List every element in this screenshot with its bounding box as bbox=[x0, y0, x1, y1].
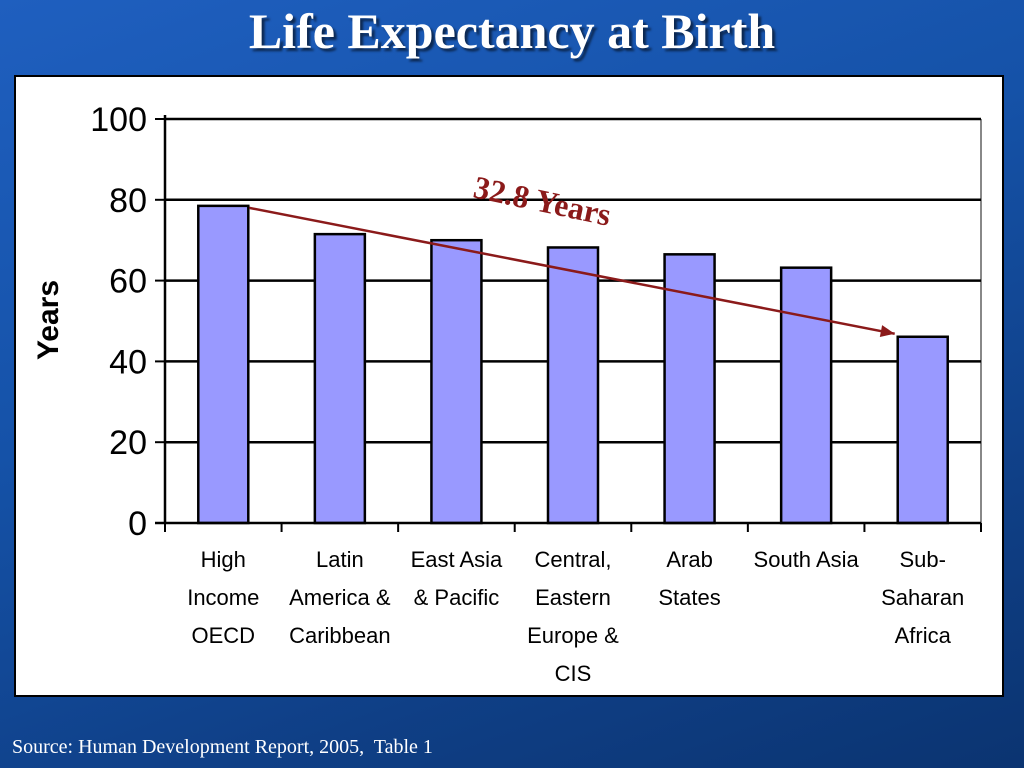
x-category-line: Central, bbox=[534, 547, 611, 572]
annotation-arrow-head bbox=[879, 325, 895, 337]
bar bbox=[430, 238, 483, 525]
bar bbox=[546, 246, 600, 525]
x-category-line: Eastern bbox=[535, 585, 611, 610]
x-category-labels: High Income OECD Latin America & Caribbean Eas… bbox=[187, 547, 964, 686]
bars bbox=[197, 204, 949, 525]
x-category-label: Central, Eastern Europe & CIS bbox=[527, 547, 619, 686]
x-category-line: Arab bbox=[666, 547, 712, 572]
x-category-label: East Asia & Pacific bbox=[411, 547, 503, 610]
x-category-line: Sub- bbox=[899, 547, 945, 572]
x-category-line: States bbox=[658, 585, 720, 610]
x-category-line: Africa bbox=[895, 623, 952, 648]
x-category-line: OECD bbox=[192, 623, 256, 648]
source-note: Source: Human Development Report, 2005, … bbox=[12, 736, 433, 758]
bar bbox=[779, 266, 833, 525]
axes bbox=[155, 115, 982, 532]
bar bbox=[313, 232, 367, 525]
x-category-line: South Asia bbox=[754, 547, 860, 572]
bar bbox=[197, 204, 250, 525]
y-tick-label: 20 bbox=[109, 424, 147, 462]
x-category-line: Latin bbox=[316, 547, 364, 572]
annotation-arrow-line bbox=[249, 206, 895, 335]
x-category-line: America & bbox=[289, 585, 391, 610]
bar bbox=[896, 335, 949, 525]
x-category-line: CIS bbox=[555, 661, 592, 686]
x-category-line: Income bbox=[187, 585, 259, 610]
x-category-line: Saharan bbox=[881, 585, 964, 610]
y-tick-label: 80 bbox=[109, 182, 147, 220]
x-category-label: High Income OECD bbox=[187, 547, 259, 648]
bar-chart: 0 20 40 60 80 100 High Income OECD Latin America … bbox=[32, 101, 982, 686]
x-category-line: Europe & bbox=[527, 623, 619, 648]
y-tick-label: 100 bbox=[90, 101, 147, 139]
slide-title: Life Expectancy at Birth bbox=[248, 3, 776, 59]
x-category-label: Sub- Saharan Africa bbox=[881, 547, 964, 648]
x-category-line: High bbox=[201, 547, 246, 572]
y-tick-label: 40 bbox=[109, 343, 147, 381]
y-tick-label: 0 bbox=[128, 505, 147, 543]
x-category-line: & Pacific bbox=[414, 585, 500, 610]
x-category-label: South Asia bbox=[754, 547, 860, 572]
x-category-line: East Asia bbox=[411, 547, 503, 572]
x-category-label: Arab States bbox=[658, 547, 720, 610]
x-category-line: Caribbean bbox=[289, 623, 391, 648]
y-tick-labels: 0 20 40 60 80 100 bbox=[90, 101, 147, 543]
x-category-label: Latin America & Caribbean bbox=[289, 547, 391, 648]
y-axis-label: Years bbox=[32, 280, 65, 360]
annotation-label: 32.8 Years bbox=[471, 169, 615, 233]
y-tick-label: 60 bbox=[109, 263, 147, 301]
chart-panel: 0 20 40 60 80 100 High Income OECD Latin America … bbox=[14, 75, 1004, 697]
